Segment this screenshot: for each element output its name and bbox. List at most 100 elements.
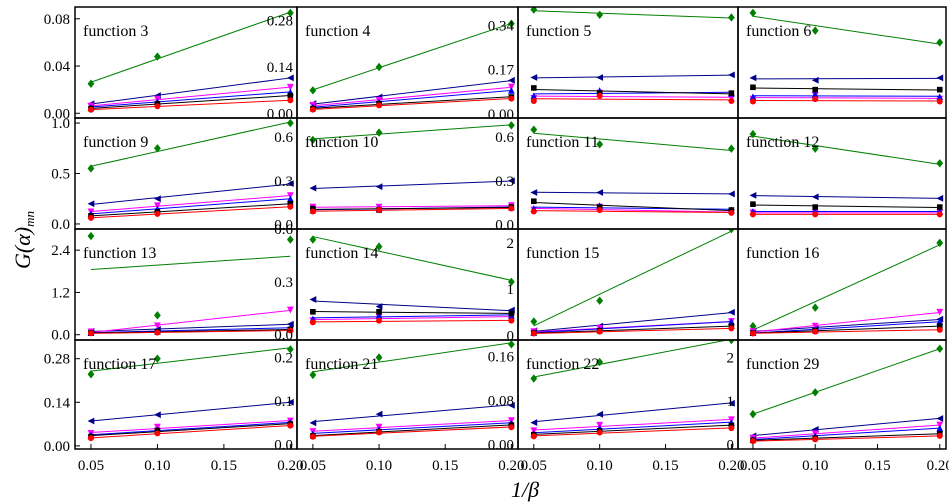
data-point-blue — [375, 311, 383, 319]
fit-line-black — [90, 423, 291, 437]
panel-title: function 13 — [83, 245, 156, 262]
inner-y-tick-label: 2 — [507, 236, 515, 252]
x-tick-label: 0.05 — [78, 458, 104, 474]
panel-4: function 6 — [737, 6, 947, 119]
data-point-green — [936, 344, 944, 353]
data-point-navy — [154, 195, 161, 203]
data-point-navy — [87, 417, 95, 425]
data-point-red — [596, 207, 603, 214]
data-point-navy — [936, 74, 944, 82]
panel-16: function 29 0 1 2 — [727, 339, 947, 454]
fit-line-magenta — [90, 86, 291, 107]
data-point-green — [811, 388, 819, 397]
data-point-blue — [936, 424, 944, 432]
fit-line-black — [752, 204, 940, 209]
fit-line-red — [533, 427, 732, 437]
fit-line-navy — [752, 195, 940, 199]
fit-line-black — [90, 328, 291, 334]
data-point-green — [530, 374, 538, 383]
fit-line-black — [752, 433, 940, 441]
data-point-green — [728, 144, 735, 153]
panel-plot-area — [530, 125, 735, 217]
y-tick-label: 0.28 — [44, 352, 70, 368]
data-point-navy — [286, 74, 294, 82]
panel-plot-area — [309, 121, 515, 215]
fit-line-black — [90, 203, 291, 217]
fit-line-green — [90, 347, 291, 372]
panel-plot-area — [309, 340, 515, 440]
panel-title: function 15 — [526, 245, 599, 262]
data-point-green — [154, 52, 161, 61]
data-point-navy — [749, 192, 757, 199]
fit-line-green — [533, 340, 730, 378]
data-point-navy — [811, 193, 819, 201]
data-point-green — [309, 235, 317, 244]
panel-5: function 9 — [74, 117, 298, 230]
data-point-green — [811, 303, 819, 312]
data-point-navy — [728, 399, 735, 407]
fit-line-red — [312, 98, 512, 110]
x-tick-label: 0.20 — [927, 458, 949, 474]
data-point-navy — [596, 189, 604, 196]
x-tick-label: 0.15 — [211, 458, 237, 474]
data-point-red — [596, 429, 603, 436]
panel-6: function 10 0.0 0.3 0.6 — [274, 117, 519, 234]
y-tick-label: 1.0 — [51, 116, 70, 132]
panel-title: function 11 — [526, 134, 599, 151]
panel-12: function 16 — [737, 228, 947, 341]
x-tick-label: 0.15 — [864, 458, 890, 474]
x-tick-label: 0.05 — [521, 458, 547, 474]
data-point-red — [596, 92, 603, 99]
data-point-green — [749, 8, 757, 18]
inner-y-tick-label: 2 — [727, 350, 735, 366]
fit-line-red — [752, 435, 940, 442]
fit-line-blue — [533, 321, 732, 333]
y-tick-label: 0.0 — [51, 328, 70, 344]
data-point-red — [936, 432, 943, 439]
inner-y-tick-label: 0.3 — [274, 275, 293, 291]
fit-line-magenta — [752, 97, 940, 99]
fit-line-blue — [752, 95, 940, 97]
fit-line-navy — [312, 300, 512, 312]
data-point-green — [309, 86, 317, 95]
fit-line-navy — [752, 417, 940, 437]
panel-title: function 9 — [83, 134, 148, 151]
inner-y-tick-label: 1 — [507, 282, 515, 298]
y-axis-title: G(α)mn — [10, 211, 37, 269]
data-point-red — [309, 208, 316, 215]
data-point-red — [287, 97, 294, 104]
inner-y-tick-label: 0.0 — [274, 438, 293, 454]
inner-y-tick-label: 0.16 — [488, 350, 515, 366]
fit-line-blue — [752, 321, 940, 334]
panel-title: function 14 — [305, 245, 378, 262]
fit-line-navy — [533, 191, 732, 195]
y-tick-label: 0.0 — [51, 217, 70, 233]
fit-line-green — [752, 135, 940, 165]
data-point-green — [507, 121, 515, 130]
fit-line-red — [752, 99, 940, 102]
panel-title: function 3 — [83, 23, 148, 40]
inner-y-tick-label: 0.34 — [488, 18, 515, 34]
data-point-navy — [936, 194, 944, 202]
panel-plot-area — [749, 238, 944, 337]
y-tick-label: 0.00 — [44, 439, 70, 455]
data-point-red — [287, 422, 294, 429]
data-point-navy — [286, 398, 294, 406]
inner-y-tick-label: 0.08 — [488, 394, 514, 410]
fit-line-black — [533, 202, 732, 212]
data-point-navy — [530, 419, 538, 426]
data-point-black — [287, 200, 294, 207]
inner-y-tick-label: 0.00 — [488, 107, 514, 123]
fit-line-green — [312, 22, 512, 91]
data-point-red — [309, 106, 316, 113]
data-point-red — [87, 435, 94, 442]
panel-title: function 29 — [746, 356, 819, 373]
data-point-navy — [728, 190, 735, 198]
data-point-red — [87, 214, 94, 221]
fit-line-navy — [90, 401, 291, 422]
fit-line-green — [752, 244, 940, 331]
data-point-red — [812, 436, 819, 443]
data-point-navy — [749, 74, 757, 82]
panel-plot-area — [530, 229, 735, 337]
data-point-red — [812, 96, 819, 103]
